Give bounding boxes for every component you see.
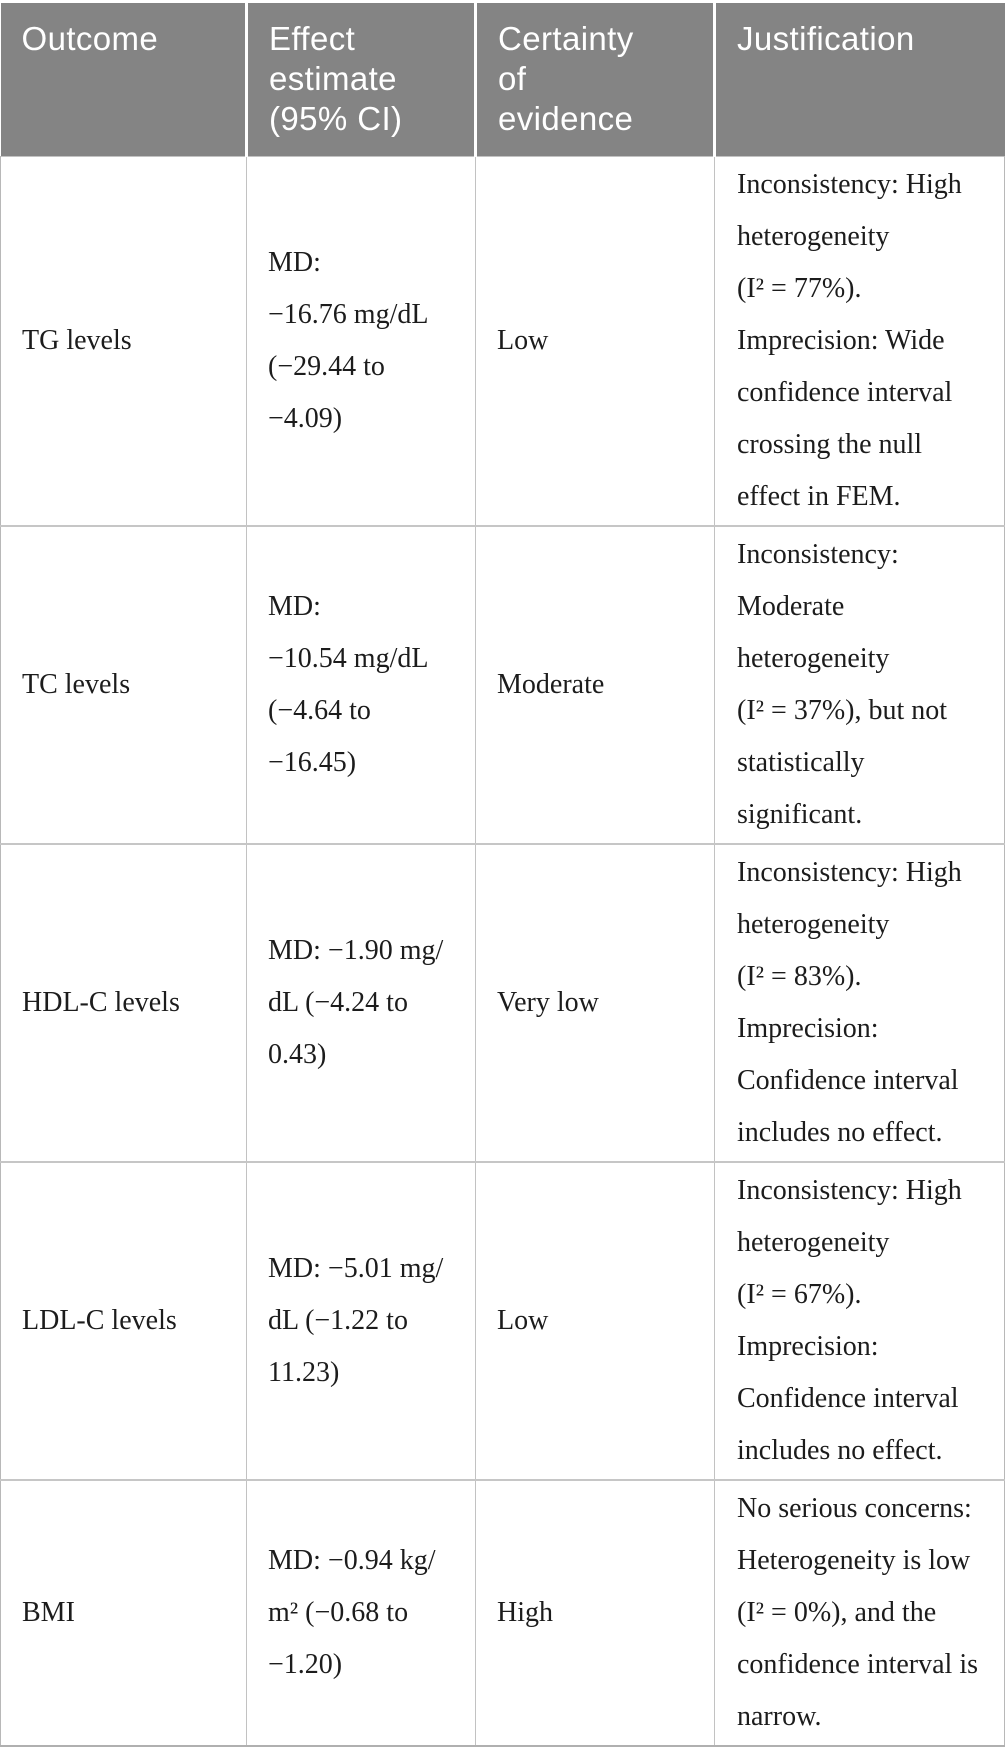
header-effect-estimate: Effect estimate (95% CI) <box>246 3 477 156</box>
certainty-cell: Low <box>475 155 715 526</box>
table-row-hdl-c-levels: HDL-C levels MD: −1.90 mg/ dL (−4.24 to … <box>0 843 1005 1162</box>
justification-cell: Inconsistency: High heterogeneity (I² = … <box>714 155 1005 526</box>
header-outcome: Outcome <box>0 3 248 156</box>
outcome-cell: HDL-C levels <box>0 843 247 1162</box>
effect-estimate-cell: MD: −5.01 mg/ dL (−1.22 to 11.23) <box>246 1161 476 1480</box>
justification-cell: Inconsistency: Moderate heterogeneity (I… <box>714 525 1005 844</box>
effect-estimate-cell: MD: −1.90 mg/ dL (−4.24 to 0.43) <box>246 843 476 1162</box>
outcome-cell: LDL-C levels <box>0 1161 247 1480</box>
header-justification: Justification <box>714 3 1005 156</box>
table-row-tg-levels: TG levels MD: −16.76 mg/dL (−29.44 to −4… <box>0 155 1005 526</box>
justification-cell: Inconsistency: High heterogeneity (I² = … <box>714 843 1005 1162</box>
certainty-cell: Very low <box>475 843 715 1162</box>
outcome-cell: TG levels <box>0 155 247 526</box>
outcome-cell: TC levels <box>0 525 247 844</box>
certainty-cell: High <box>475 1479 715 1746</box>
table-row-bmi: BMI MD: −0.94 kg/ m² (−0.68 to −1.20) Hi… <box>0 1479 1005 1746</box>
effect-estimate-cell: MD: −0.94 kg/ m² (−0.68 to −1.20) <box>246 1479 476 1746</box>
table-row-tc-levels: TC levels MD: −10.54 mg/dL (−4.64 to −16… <box>0 525 1005 844</box>
certainty-cell: Low <box>475 1161 715 1480</box>
effect-estimate-cell: MD: −10.54 mg/dL (−4.64 to −16.45) <box>246 525 476 844</box>
justification-cell: Inconsistency: High heterogeneity (I² = … <box>714 1161 1005 1480</box>
header-row: Outcome Effect estimate (95% CI) Certain… <box>0 3 1005 156</box>
header-certainty-of-evidence: Certainty of evidence <box>475 3 716 156</box>
outcome-cell: BMI <box>0 1479 247 1746</box>
justification-cell: No serious concerns: Heterogeneity is lo… <box>714 1479 1005 1746</box>
certainty-cell: Moderate <box>475 525 715 844</box>
effect-estimate-cell: MD: −16.76 mg/dL (−29.44 to −4.09) <box>246 155 476 526</box>
table-row-ldl-c-levels: LDL-C levels MD: −5.01 mg/ dL (−1.22 to … <box>0 1161 1005 1480</box>
grade-summary-table: Outcome Effect estimate (95% CI) Certain… <box>0 3 1005 1747</box>
